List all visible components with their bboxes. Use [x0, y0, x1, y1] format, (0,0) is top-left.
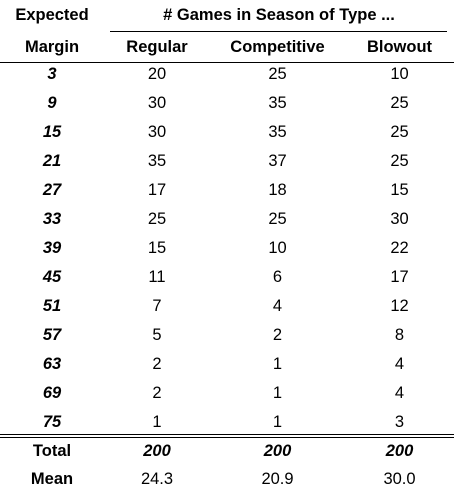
competitive-cell: 35 — [268, 94, 287, 112]
mean-blowout: 30.0 — [383, 470, 416, 488]
competitive-cell: 35 — [268, 123, 287, 141]
competitive-cell: 25 — [268, 65, 287, 83]
total-competitive: 200 — [263, 442, 292, 460]
regular-cell: 30 — [147, 94, 167, 112]
table-row: 33 25 25 30 — [0, 205, 454, 234]
margin-cell: 21 — [42, 152, 62, 170]
margin-cell: 9 — [47, 94, 57, 112]
table-row: 45 11 6 17 — [0, 263, 454, 292]
table-row: 39 15 10 22 — [0, 234, 454, 263]
table-row: 3 20 25 10 — [0, 60, 454, 89]
mean-label: Mean — [30, 470, 74, 488]
blowout-cell: 4 — [394, 384, 405, 402]
total-divider — [0, 434, 454, 438]
regular-cell: 7 — [152, 297, 162, 315]
table-row: 9 30 35 25 — [0, 89, 454, 118]
mean-competitive: 20.9 — [261, 470, 294, 488]
span-underline — [110, 31, 447, 32]
blowout-cell: 25 — [390, 123, 409, 141]
total-row: Total 200 200 200 — [0, 437, 454, 466]
header-row-1: Expected # Games in Season of Type ... — [0, 1, 454, 30]
competitive-cell: 1 — [272, 413, 283, 431]
margin-cell: 75 — [42, 413, 62, 431]
competitive-cell: 1 — [272, 355, 283, 373]
blowout-cell: 8 — [394, 326, 405, 344]
blowout-cell: 10 — [390, 65, 409, 83]
regular-cell: 25 — [147, 210, 167, 228]
margin-cell: 69 — [42, 384, 62, 402]
table-row: 69 2 1 4 — [0, 379, 454, 408]
margin-cell: 51 — [42, 297, 62, 315]
regular-cell: 11 — [148, 268, 166, 286]
table-row: 57 5 2 8 — [0, 321, 454, 350]
header-span-title: # Games in Season of Type ... — [163, 6, 395, 24]
table-row: 51 7 4 12 — [0, 292, 454, 321]
margin-cell: 57 — [42, 326, 62, 344]
competitive-cell: 1 — [272, 384, 283, 402]
margin-cell: 63 — [42, 355, 62, 373]
regular-cell: 17 — [147, 181, 167, 199]
competitive-cell: 4 — [272, 297, 283, 315]
margin-cell: 39 — [42, 239, 62, 257]
regular-cell: 5 — [152, 326, 162, 344]
competitive-cell: 37 — [268, 152, 287, 170]
blowout-cell: 22 — [390, 239, 409, 257]
regular-cell: 15 — [147, 239, 167, 257]
margin-cell: 3 — [47, 65, 57, 83]
competitive-cell: 18 — [268, 181, 287, 199]
margin-cell: 33 — [42, 210, 62, 228]
competitive-cell: 2 — [272, 326, 283, 344]
competitive-cell: 10 — [268, 239, 287, 257]
total-blowout: 200 — [385, 442, 414, 460]
blowout-cell: 12 — [390, 297, 409, 315]
blowout-cell: 30 — [390, 210, 409, 228]
competitive-cell: 25 — [268, 210, 287, 228]
header-regular: Regular — [126, 38, 188, 56]
table-row: 63 2 1 4 — [0, 350, 454, 379]
header-blowout: Blowout — [366, 38, 433, 56]
margin-cell: 27 — [42, 181, 62, 199]
regular-cell: 2 — [152, 355, 162, 373]
blowout-cell: 3 — [394, 413, 405, 431]
header-divider — [0, 62, 454, 63]
table-row: 75 1 1 3 — [0, 408, 454, 437]
regular-cell: 2 — [152, 384, 162, 402]
total-label: Total — [32, 442, 72, 460]
regular-cell: 35 — [147, 152, 167, 170]
header-margin: Margin — [24, 38, 80, 56]
table-row: 21 35 37 25 — [0, 147, 454, 176]
regular-cell: 20 — [147, 65, 167, 83]
regular-cell: 30 — [147, 123, 167, 141]
header-row-2: Margin Regular Competitive Blowout — [0, 33, 454, 62]
blowout-cell: 25 — [390, 94, 409, 112]
total-regular: 200 — [143, 442, 171, 460]
regular-cell: 1 — [152, 413, 162, 431]
margin-cell: 45 — [42, 268, 62, 286]
mean-row: Mean 24.3 20.9 30.0 — [0, 465, 454, 494]
mean-regular: 24.3 — [140, 470, 174, 488]
margin-cell: 15 — [42, 123, 62, 141]
header-expected: Expected — [15, 6, 89, 24]
header-competitive: Competitive — [230, 38, 325, 56]
blowout-cell: 4 — [394, 355, 405, 373]
blowout-cell: 15 — [390, 181, 409, 199]
table-row: 27 17 18 15 — [0, 176, 454, 205]
table-row: 15 30 35 25 — [0, 118, 454, 147]
competitive-cell: 6 — [272, 268, 283, 286]
blowout-cell: 25 — [390, 152, 409, 170]
blowout-cell: 17 — [390, 268, 409, 286]
